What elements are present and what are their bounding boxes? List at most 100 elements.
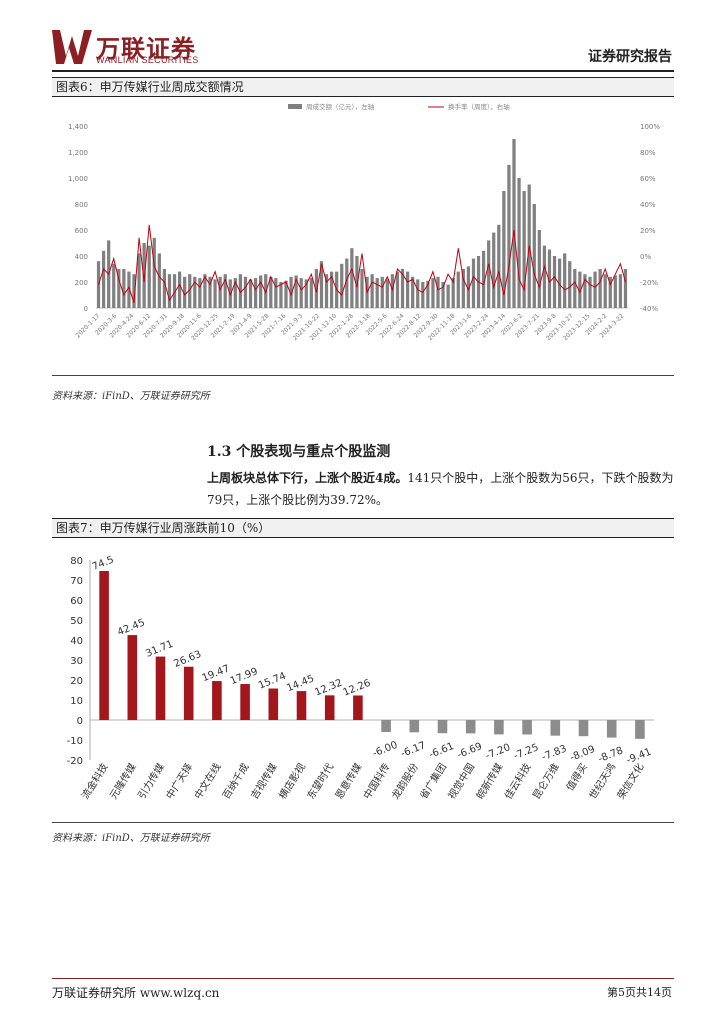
- turnover-bar: [557, 258, 562, 308]
- turnover-bar: [122, 269, 126, 308]
- turnover-bar: [329, 271, 334, 308]
- stock-change-chart: 80706050403020100-10-2074.5流金科技42.45元隆传媒…: [67, 554, 654, 802]
- turnover-chart: 周成交额（亿元），左轴 换手率（周度），右轴 0 200 400 600 800 1,000 1…: [68, 102, 660, 342]
- y-left-tick: 600: [75, 227, 88, 235]
- category-label: 中国科传: [360, 761, 392, 802]
- y-tick-label: 20: [70, 676, 83, 687]
- y-left-tick: 1,400: [68, 123, 88, 131]
- section-paragraph: 上周板块总体下行，上涨个股近4成。141只个股中，上涨个股数为56只，下跌个股数…: [207, 467, 674, 511]
- header-rule: [52, 70, 674, 72]
- turnover-bar: [512, 139, 516, 308]
- turnover-bar: [593, 271, 597, 308]
- turnover-bar: [517, 178, 521, 308]
- figure6-title: 图表6：申万传媒行业周成交额情况: [52, 77, 674, 97]
- turnover-bar: [299, 278, 303, 308]
- turnover-bar: [304, 279, 308, 308]
- turnover-bar: [355, 256, 359, 308]
- turnover-bar: [284, 280, 288, 308]
- turnover-bar: [380, 276, 384, 308]
- change-bar: [212, 681, 222, 720]
- change-bar: [606, 720, 617, 738]
- y-tick-label: 10: [70, 696, 83, 707]
- change-bar: [578, 720, 589, 737]
- turnover-bar: [279, 282, 283, 308]
- change-bar: [635, 720, 645, 739]
- change-bar: [240, 684, 250, 720]
- bar-value-label: -7.83: [540, 743, 568, 763]
- turnover-rate-line: [98, 224, 626, 303]
- turnover-bar: [238, 274, 243, 308]
- figure6-source-rule: [52, 375, 674, 376]
- category-label: 东望时代: [304, 761, 336, 802]
- turnover-bar: [340, 263, 344, 308]
- figure6-source: 资料来源：iFinD、万联证券研究所: [52, 391, 210, 402]
- turnover-bar: [117, 269, 121, 308]
- y-left-tick: 0: [84, 305, 88, 313]
- change-bar: [183, 666, 194, 720]
- turnover-bar: [319, 261, 324, 308]
- legend-label-bars: 周成交额（亿元），左轴: [306, 102, 375, 111]
- turnover-bar: [532, 204, 536, 308]
- change-bar: [381, 720, 391, 732]
- bar-value-label: -7.20: [484, 742, 512, 762]
- turnover-bar: [461, 269, 465, 308]
- turnover-bar: [421, 282, 425, 308]
- turnover-bar: [132, 274, 136, 308]
- change-bar: [494, 720, 504, 735]
- y-right-tick: -40%: [640, 305, 658, 313]
- turnover-bar: [497, 224, 501, 308]
- turnover-bar: [583, 274, 587, 308]
- y-tick-label: 0: [77, 716, 83, 727]
- turnover-bar: [142, 243, 146, 308]
- turnover-bar: [456, 271, 460, 308]
- bar-value-label: -8.78: [597, 745, 625, 765]
- turnover-bar: [426, 280, 430, 308]
- turnover-bar: [588, 276, 592, 308]
- turnover-bar: [492, 232, 496, 308]
- turnover-bar: [400, 269, 405, 308]
- chart6-legend: 周成交额（亿元），左轴 换手率（周度），右轴: [288, 102, 510, 111]
- turnover-bar: [198, 278, 202, 308]
- turnover-bar: [233, 278, 237, 308]
- y-left-tick: 200: [75, 279, 88, 287]
- category-label: 横店影视: [276, 761, 308, 802]
- y-tick-label: -10: [67, 736, 83, 747]
- y-right-tick: 100%: [640, 123, 660, 131]
- change-bar: [522, 720, 532, 735]
- turnover-bar: [395, 271, 400, 308]
- turnover-bar: [162, 269, 167, 308]
- bar-value-label: -6.17: [399, 740, 427, 760]
- turnover-bar: [507, 165, 511, 308]
- turnover-bar: [223, 274, 227, 308]
- turnover-bar: [324, 274, 329, 308]
- y-right-tick: -20%: [640, 279, 658, 287]
- turnover-bar: [563, 253, 567, 308]
- turnover-bar: [481, 250, 486, 308]
- document-type: 证券研究报告: [588, 49, 672, 65]
- turnover-bar: [274, 278, 278, 308]
- turnover-bar: [578, 271, 582, 308]
- category-label: 百纳千成: [219, 761, 251, 802]
- bar-value-label: -8.09: [569, 744, 597, 764]
- turnover-bar: [542, 245, 547, 308]
- figure7-source-rule: [52, 822, 674, 823]
- turnover-bar: [167, 274, 172, 308]
- turnover-bar: [137, 253, 141, 308]
- y-tick-label: 40: [70, 636, 83, 647]
- turnover-bar: [172, 274, 177, 308]
- category-label: 值得买: [563, 761, 590, 793]
- turnover-bar: [522, 191, 526, 308]
- turnover-bar: [345, 258, 349, 308]
- turnover-bar: [441, 282, 445, 308]
- change-bar: [465, 720, 476, 734]
- turnover-bar: [547, 249, 552, 308]
- legend-swatch-bars: [288, 104, 302, 109]
- y-tick-label: 70: [70, 576, 83, 587]
- bar-value-label: -7.25: [512, 742, 540, 762]
- turnover-bar: [203, 274, 207, 308]
- turnover-bar: [451, 278, 455, 308]
- category-label: 世纪天鸿: [586, 761, 618, 802]
- category-label: 佳云科技: [501, 761, 533, 802]
- turnover-bar: [405, 271, 410, 308]
- turnover-bar: [152, 237, 156, 308]
